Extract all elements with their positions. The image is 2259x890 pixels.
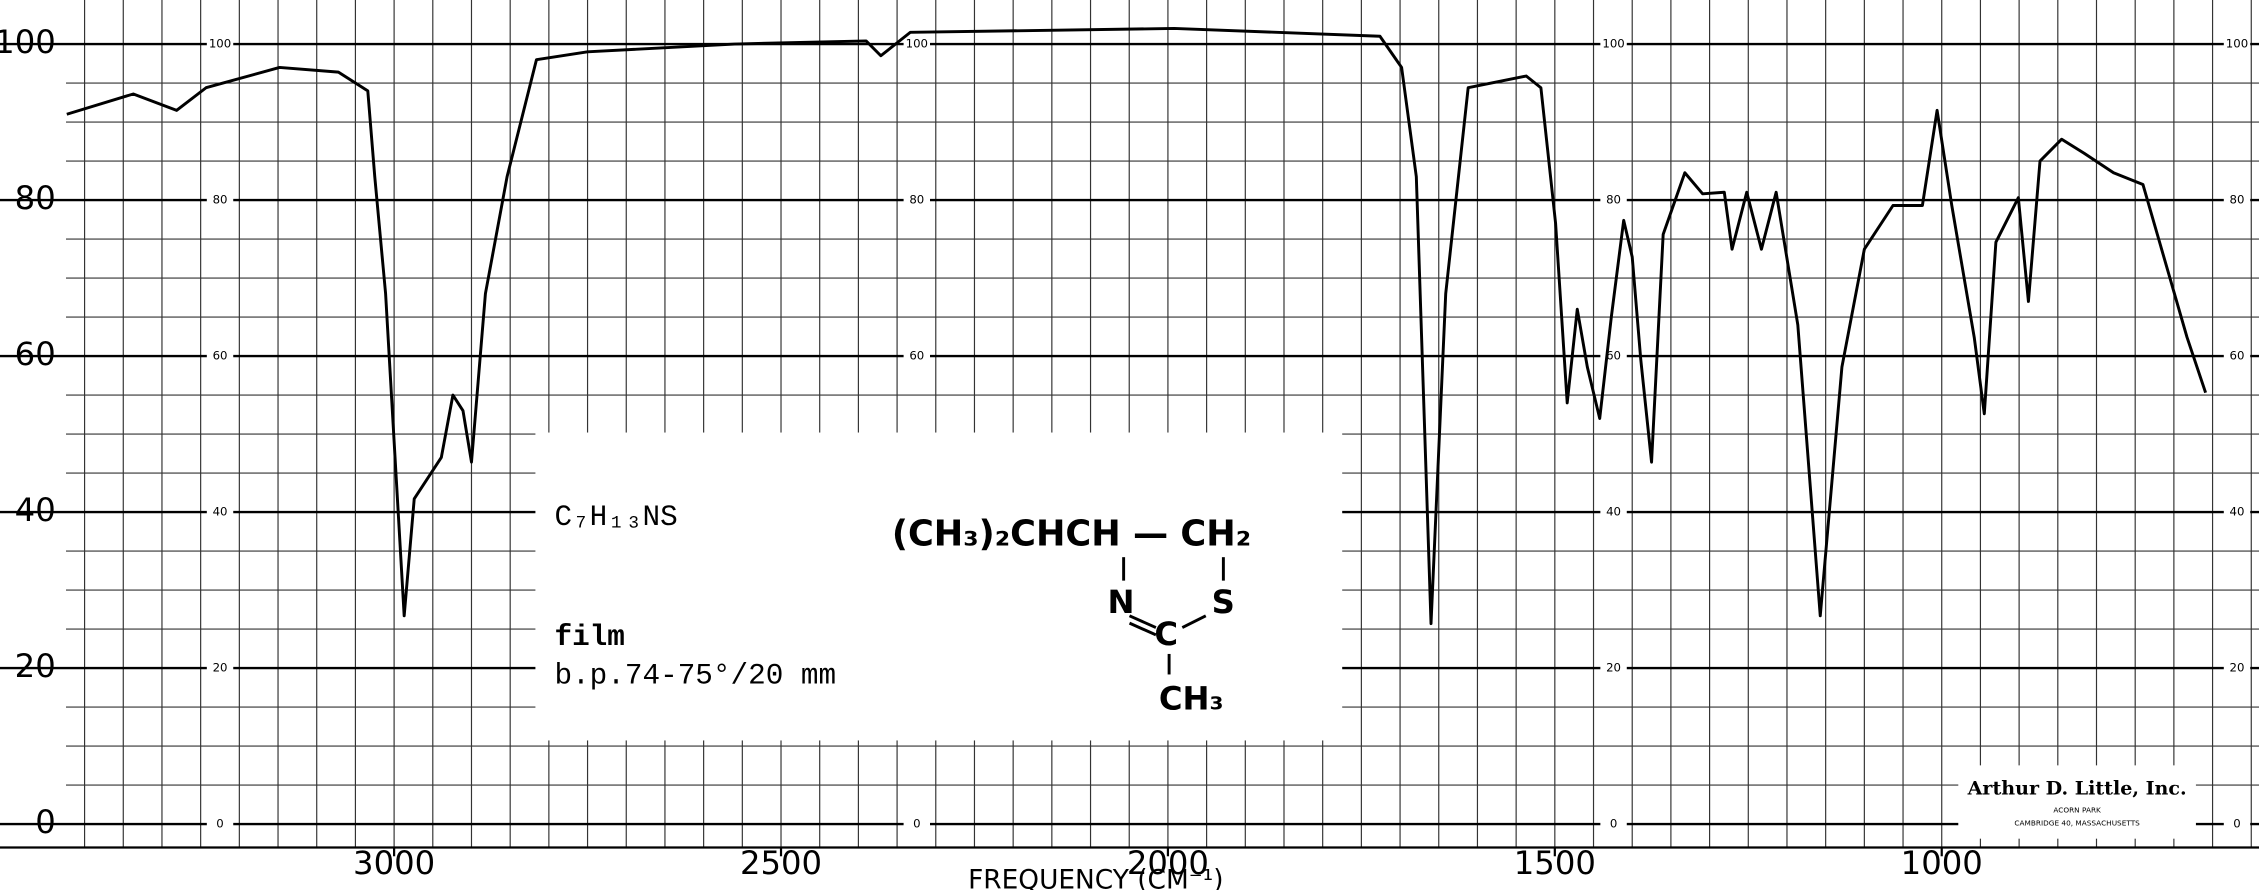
inner-scale-label: 80	[909, 193, 924, 207]
bond	[1128, 621, 1157, 637]
inner-scale-label: 60	[2230, 349, 2245, 363]
x-axis-label: FREQUENCY (CM⁻¹)	[968, 866, 1223, 890]
inner-scale-label: 80	[2230, 193, 2245, 207]
inner-scale-label: 40	[1606, 505, 1621, 519]
logo-box	[1958, 765, 2196, 839]
inner-label-bg	[2223, 660, 2251, 676]
formula: C₇H₁₃NS	[554, 501, 677, 534]
structure-s: S	[1212, 583, 1235, 621]
y-tick-label: 40	[15, 491, 56, 529]
inner-label-bg	[2223, 504, 2251, 520]
inner-label-bg	[206, 348, 234, 364]
inner-scale-label: 100	[906, 37, 928, 51]
x-tick-label: 2500	[740, 844, 822, 882]
inner-label-bg	[903, 192, 931, 208]
boiling-point: b.p.74-75°/20 mm	[554, 659, 836, 692]
inner-scale-label: 60	[909, 349, 924, 363]
inner-label-bg	[206, 192, 234, 208]
inner-scale-label: 20	[213, 661, 228, 675]
inner-scale-label: 40	[2230, 505, 2245, 519]
y-tick-label: 20	[15, 647, 56, 685]
inner-scale-label: 20	[2230, 661, 2245, 675]
x-tick-label: 3000	[353, 844, 435, 882]
inner-label-bg	[2223, 348, 2251, 364]
inner-scale-label: 100	[2226, 37, 2248, 51]
inner-label-bg	[1600, 816, 1627, 832]
inner-scale-label: 0	[216, 817, 223, 831]
inner-label-bg	[903, 816, 931, 832]
annotation-box	[535, 432, 1343, 741]
inner-scale-label: 100	[209, 37, 231, 51]
structure-ch3: CH₃	[1159, 680, 1224, 718]
inner-scale-label: 100	[1602, 37, 1624, 51]
structure-top: (CH₃)₂CHCH — CH₂	[892, 513, 1251, 554]
inner-scale-label: 60	[213, 349, 228, 363]
inner-scale-label: 0	[1610, 817, 1617, 831]
inner-label-bg	[206, 816, 234, 832]
y-tick-label: 80	[15, 179, 56, 217]
bond	[1181, 614, 1207, 629]
structure-bonds	[1122, 557, 1225, 675]
structure-n: N	[1107, 583, 1134, 621]
inner-scale-label: 40	[213, 505, 228, 519]
inner-label-bg	[1600, 504, 1627, 520]
inner-label-bg	[1600, 36, 1627, 52]
x-tick-label: 1500	[1514, 844, 1596, 882]
inner-label-bg	[206, 660, 234, 676]
inner-scale-label: 0	[913, 817, 920, 831]
inner-label-bg	[1600, 660, 1627, 676]
inner-label-bg	[2223, 816, 2251, 832]
sample: film	[554, 621, 624, 654]
inner-label-bg	[903, 348, 931, 364]
inner-scale-label: 0	[2233, 817, 2240, 831]
bond	[1128, 614, 1157, 629]
inner-scale-label: 80	[213, 193, 228, 207]
inner-label-bg	[903, 36, 931, 52]
logo-name: Arthur D. Little, Inc.	[1967, 778, 2187, 800]
x-tick-label: 2000	[1127, 844, 1209, 882]
x-tick-label: 1000	[1901, 844, 1983, 882]
logo-line: ACORN PARK	[2053, 805, 2101, 814]
y-tick-label: 60	[15, 335, 56, 373]
spectrum-line	[66, 26, 2207, 626]
y-tick-label: 100	[0, 23, 56, 61]
inner-label-bg	[206, 36, 234, 52]
inner-scale-label: 20	[1606, 661, 1621, 675]
inner-scale-label: 80	[1606, 193, 1621, 207]
inner-label-bg	[2223, 192, 2251, 208]
logo-line: CAMBRIDGE 40, MASSACHUSETTS	[2014, 818, 2140, 827]
inner-scale-label: 60	[1606, 349, 1621, 363]
inner-label-bg	[206, 504, 234, 520]
structure-c: C	[1154, 615, 1178, 653]
inner-label-bg	[1600, 192, 1627, 208]
y-tick-label: 0	[35, 803, 56, 841]
inner-label-bg	[2223, 36, 2251, 52]
